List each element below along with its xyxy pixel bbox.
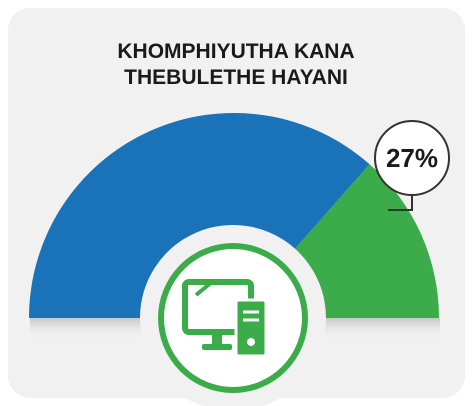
monitor-shine	[194, 280, 214, 297]
chart-title: KHOMPHIYUTHA KANA	[117, 40, 354, 63]
monitor-stand	[212, 332, 222, 344]
connector	[388, 195, 413, 211]
label-bubble	[374, 120, 450, 196]
value-label: 27%	[386, 143, 438, 173]
monitor-base	[202, 344, 232, 350]
chart-title: THEBULETHE HAYANI	[124, 66, 348, 89]
tower-button	[247, 338, 255, 346]
center-icon	[140, 225, 326, 406]
tower	[234, 298, 268, 358]
slice	[29, 112, 370, 318]
